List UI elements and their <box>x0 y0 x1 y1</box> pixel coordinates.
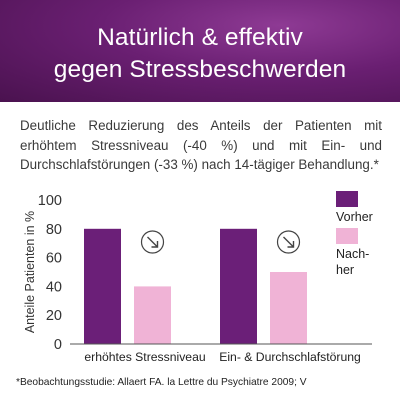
bar-nachher <box>134 286 171 344</box>
x-category-label: erhöhtes Stressniveau <box>84 350 205 364</box>
y-tick-label: 80 <box>46 222 62 238</box>
y-tick-label: 100 <box>38 193 62 209</box>
decrease-arrow-icon <box>276 230 301 254</box>
y-tick-label: 60 <box>46 251 62 267</box>
legend-label: Nach- <box>336 247 369 261</box>
bar-vorher <box>84 228 121 344</box>
x-category-label: Ein- & Durchschlafstörung <box>219 350 361 364</box>
legend-label: her <box>336 263 354 277</box>
bar-vorher <box>220 228 257 344</box>
bar-nachher <box>270 272 307 344</box>
y-tick-label: 0 <box>54 337 62 353</box>
y-axis-label: Anteile Patienten in % <box>23 211 37 333</box>
study-description: Deutliche Reduzierung des Anteils der Pa… <box>20 118 382 172</box>
page-title: Natürlich & effektiv gegen Stressbeschwe… <box>0 22 400 86</box>
footnote: *Beobachtungsstudie: Allaert FA. la Lett… <box>16 377 307 388</box>
y-tick-label: 20 <box>46 308 62 324</box>
title-line-1: Natürlich & effektiv <box>97 24 303 51</box>
y-tick-label: 40 <box>46 279 62 295</box>
legend-label: Vorher <box>336 210 373 224</box>
bar-chart: Anteile Patienten in % 0 20 40 60 80 100 erhöht… <box>23 191 373 364</box>
title-line-2: gegen Stressbeschwerden <box>53 56 347 83</box>
decrease-arrow-icon <box>140 230 165 254</box>
header-banner: Natürlich & effektiv gegen Stressbeschwe… <box>0 0 400 102</box>
legend-swatch-nachher <box>336 228 358 244</box>
legend-swatch-vorher <box>336 191 358 207</box>
